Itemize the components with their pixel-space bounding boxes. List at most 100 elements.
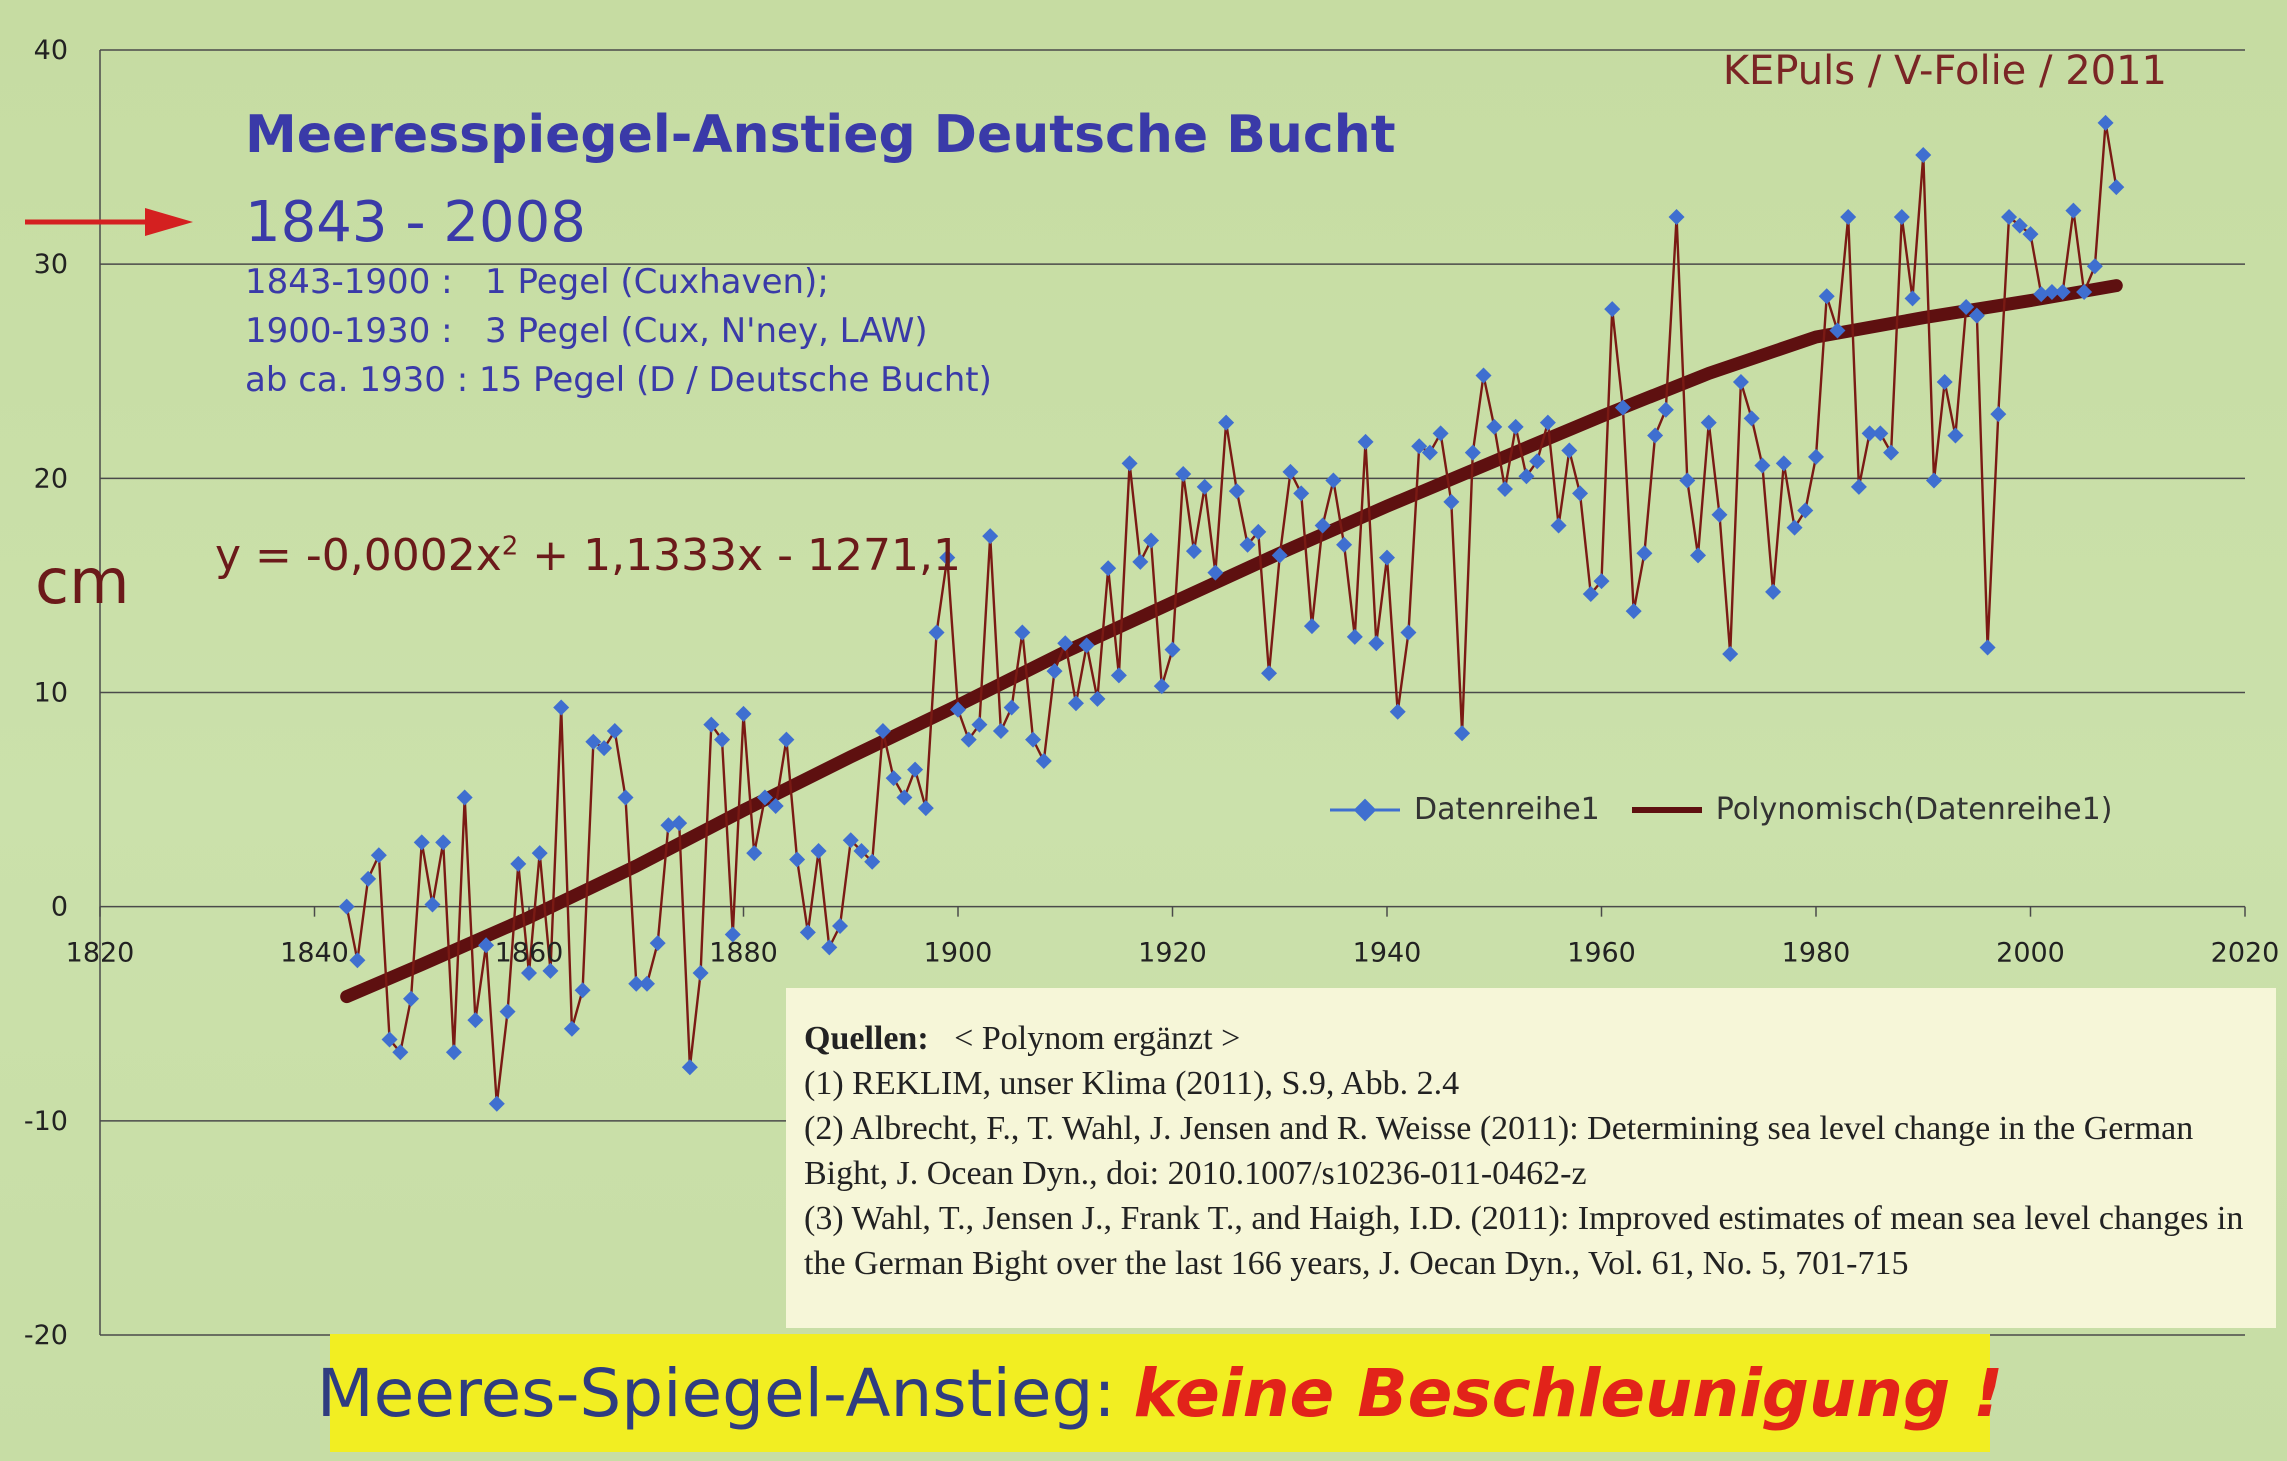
data-point <box>864 853 881 870</box>
station-note-1: 1843-1900 : 1 Pegel (Cuxhaven); <box>245 262 829 302</box>
data-point <box>1668 209 1685 226</box>
data-point <box>939 549 956 566</box>
data-point <box>1743 410 1760 427</box>
equation-exponent: 2 <box>501 531 519 562</box>
data-point <box>381 1031 398 1048</box>
data-point <box>445 1044 462 1061</box>
data-point <box>1840 209 1857 226</box>
data-point <box>370 847 387 864</box>
data-point <box>510 855 527 872</box>
data-point <box>338 898 355 915</box>
x-tick-label: 1880 <box>709 938 778 969</box>
data-point <box>413 834 430 851</box>
data-point <box>606 723 623 740</box>
data-point <box>1293 485 1310 502</box>
data-point <box>1861 425 1878 442</box>
data-point <box>681 1059 698 1076</box>
data-point <box>1614 399 1631 416</box>
footer-banner: Meeres-Spiegel-Anstieg: keine Beschleuni… <box>317 1334 2003 1452</box>
data-point <box>724 926 741 943</box>
data-point <box>585 733 602 750</box>
axes <box>99 50 2246 1335</box>
data-point <box>596 740 613 757</box>
data-point <box>1754 457 1771 474</box>
data-point <box>478 937 495 954</box>
data-point <box>2043 284 2060 301</box>
data-point <box>714 731 731 748</box>
data-point <box>1775 455 1792 472</box>
footer-conclusion: keine Beschleunigung ! <box>1133 1354 2004 1432</box>
data-point <box>1582 585 1599 602</box>
data-point <box>1132 553 1149 570</box>
data-point <box>1261 665 1278 682</box>
data-point <box>756 789 773 806</box>
legend-series-label: Datenreihe1 <box>1414 792 1600 827</box>
data-point <box>1947 427 1964 444</box>
data-point <box>1443 493 1460 510</box>
data-point <box>1958 299 1975 315</box>
data-point <box>660 817 677 834</box>
x-tick-label: 1940 <box>1353 938 1422 969</box>
x-tick-label: 1840 <box>280 938 349 969</box>
data-point <box>1529 453 1546 470</box>
data-series-layer <box>338 114 2125 1112</box>
data-point <box>671 815 688 832</box>
source-3: (3) Wahl, T., Jensen J., Frank T., and H… <box>804 1200 2244 1282</box>
data-point <box>499 1003 516 1020</box>
data-point <box>574 982 591 999</box>
data-point <box>1700 414 1717 431</box>
data-point <box>832 917 849 934</box>
data-point <box>1496 481 1513 498</box>
data-point <box>1818 288 1835 305</box>
y-axis-label: cm <box>35 545 130 618</box>
data-point <box>789 851 806 868</box>
data-point <box>2011 217 2028 234</box>
data-point <box>1314 517 1331 534</box>
data-point <box>1196 478 1213 495</box>
legend: Datenreihe1 Polynomisch(Datenreihe1) <box>1330 792 2112 827</box>
data-point <box>563 1020 580 1037</box>
data-point <box>1625 603 1642 620</box>
data-point <box>2086 258 2103 275</box>
station-note-3: ab ca. 1930 : 15 Pegel (D / Deutsche Buc… <box>245 360 992 400</box>
y-tick-label: 30 <box>34 249 68 280</box>
data-point <box>874 723 891 740</box>
data-point <box>349 952 366 969</box>
data-point <box>1979 639 1996 656</box>
data-point <box>1475 367 1492 384</box>
data-point <box>649 935 666 952</box>
data-point <box>2097 114 2114 131</box>
data-point <box>1185 543 1202 560</box>
data-point <box>1336 536 1353 553</box>
data-point <box>1904 290 1921 307</box>
x-tick-label: 1860 <box>495 938 564 969</box>
data-point <box>1550 517 1567 534</box>
data-point <box>2065 202 2082 219</box>
data-point <box>2022 226 2039 243</box>
data-point <box>907 761 924 778</box>
station-note-2: 1900-1930 : 3 Pegel (Cux, N'ney, LAW) <box>245 311 928 351</box>
data-point <box>1690 547 1707 564</box>
data-point <box>982 528 999 545</box>
data-point <box>1325 472 1342 489</box>
data-point <box>853 842 870 859</box>
data-point <box>1282 463 1299 480</box>
data-point <box>928 624 945 641</box>
legend-trendline-icon <box>1631 806 1702 813</box>
equation-part-2: + 1,1333x - 1271,1 <box>518 530 961 581</box>
y-tick-label: 10 <box>34 678 68 709</box>
data-point <box>1850 478 1867 495</box>
data-point <box>1143 532 1160 549</box>
data-point <box>2054 284 2071 301</box>
x-tick-label: 1980 <box>1782 938 1851 969</box>
data-point <box>1711 506 1728 523</box>
data-point <box>971 716 988 733</box>
data-point <box>1003 699 1020 716</box>
data-point <box>1389 703 1406 720</box>
data-point <box>531 845 548 862</box>
source-1: (1) REKLIM, unser Klima (2011), S.9, Abb… <box>804 1065 1460 1102</box>
data-point <box>1110 667 1127 684</box>
data-point <box>692 965 709 982</box>
